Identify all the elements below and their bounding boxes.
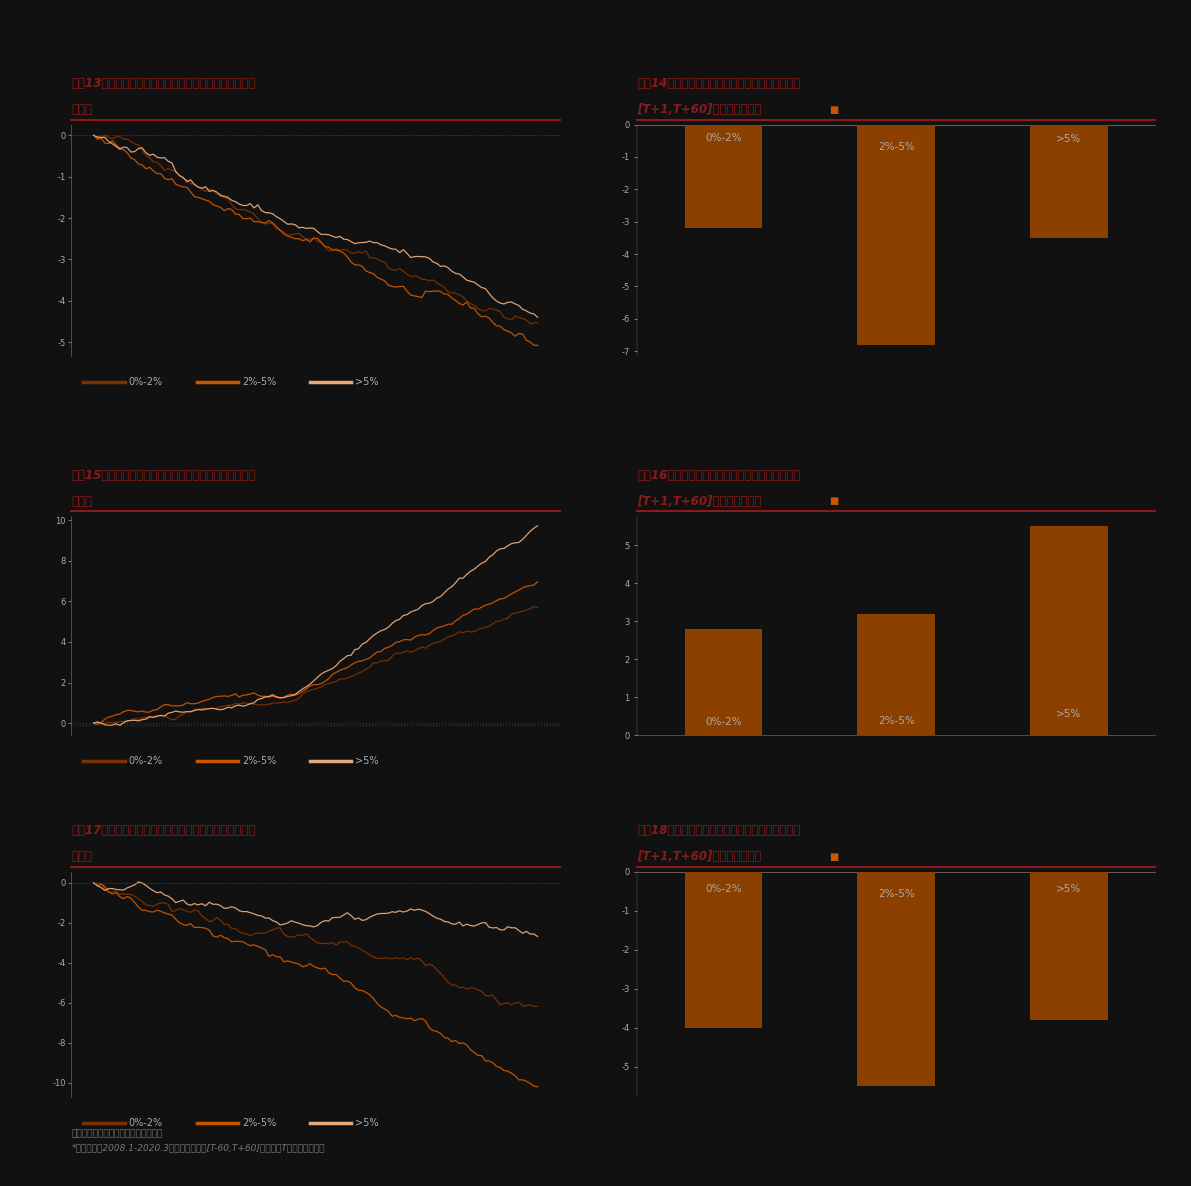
- Text: 2%-5%: 2%-5%: [242, 377, 276, 387]
- Text: 额收益: 额收益: [71, 495, 93, 508]
- Text: 额收益: 额收益: [71, 850, 93, 863]
- Text: 图表14：不同公募持仓比例的个股发布业绩坏消息: 图表14：不同公募持仓比例的个股发布业绩坏消息: [637, 77, 800, 90]
- Text: 2%-5%: 2%-5%: [878, 142, 915, 152]
- Text: >5%: >5%: [355, 757, 379, 766]
- Text: 0%-2%: 0%-2%: [129, 757, 163, 766]
- Text: 0%-2%: 0%-2%: [129, 1118, 163, 1128]
- Text: >5%: >5%: [1056, 708, 1081, 719]
- Text: 图表13：不同公募持仓比例的个股发布业绩坏消息累计超: 图表13：不同公募持仓比例的个股发布业绩坏消息累计超: [71, 77, 256, 90]
- Text: 图表18：不同外资持仓比例的个股发布业绩坏消息: 图表18：不同外资持仓比例的个股发布业绩坏消息: [637, 824, 800, 837]
- Text: >5%: >5%: [355, 1118, 379, 1128]
- Text: 图表15：不同外资持仓比例的个股发布业绩好消息累计超: 图表15：不同外资持仓比例的个股发布业绩好消息累计超: [71, 468, 256, 482]
- Bar: [1030, 125, 1108, 238]
- Text: [T+1,T+60]日累计超额收益: [T+1,T+60]日累计超额收益: [637, 495, 761, 508]
- Bar: [685, 125, 762, 228]
- Bar: [685, 629, 762, 735]
- Text: 额收益: 额收益: [71, 103, 93, 116]
- Text: >5%: >5%: [355, 377, 379, 387]
- Text: [T+1,T+60]日累计超额收益: [T+1,T+60]日累计超额收益: [637, 103, 761, 116]
- Text: 图表16：不同外资持仓比例的个股发布业绩好消息: 图表16：不同外资持仓比例的个股发布业绩好消息: [637, 468, 800, 482]
- Text: 图表17：不同外资持仓比例的个股发布业绩坏消息累计超: 图表17：不同外资持仓比例的个股发布业绩坏消息累计超: [71, 824, 256, 837]
- Text: 0%-2%: 0%-2%: [705, 133, 742, 142]
- Text: 2%-5%: 2%-5%: [878, 715, 915, 726]
- Text: ■: ■: [829, 497, 838, 506]
- Bar: [858, 872, 935, 1086]
- Text: 2%-5%: 2%-5%: [242, 1118, 276, 1128]
- Text: *时间区间为2008.1-2020.3，业绩窗口期为[T-60,T+60]交易日，T为业绩发布当日: *时间区间为2008.1-2020.3，业绩窗口期为[T-60,T+60]交易日…: [71, 1143, 325, 1153]
- Text: 2%-5%: 2%-5%: [242, 757, 276, 766]
- Bar: [685, 872, 762, 1028]
- Text: [T+1,T+60]日累计超额收益: [T+1,T+60]日累计超额收益: [637, 850, 761, 863]
- Text: 资料来源：万得资讯，中金公司研究部: 资料来源：万得资讯，中金公司研究部: [71, 1129, 163, 1139]
- Text: 0%-2%: 0%-2%: [705, 885, 742, 894]
- Text: >5%: >5%: [1056, 134, 1081, 144]
- Text: 0%-2%: 0%-2%: [705, 716, 742, 727]
- Text: 0%-2%: 0%-2%: [129, 377, 163, 387]
- Bar: [1030, 872, 1108, 1020]
- Text: 2%-5%: 2%-5%: [878, 888, 915, 899]
- Text: ■: ■: [829, 853, 838, 862]
- Text: >5%: >5%: [1056, 884, 1081, 893]
- Bar: [858, 125, 935, 345]
- Bar: [1030, 527, 1108, 735]
- Text: ■: ■: [829, 106, 838, 115]
- Bar: [858, 613, 935, 735]
